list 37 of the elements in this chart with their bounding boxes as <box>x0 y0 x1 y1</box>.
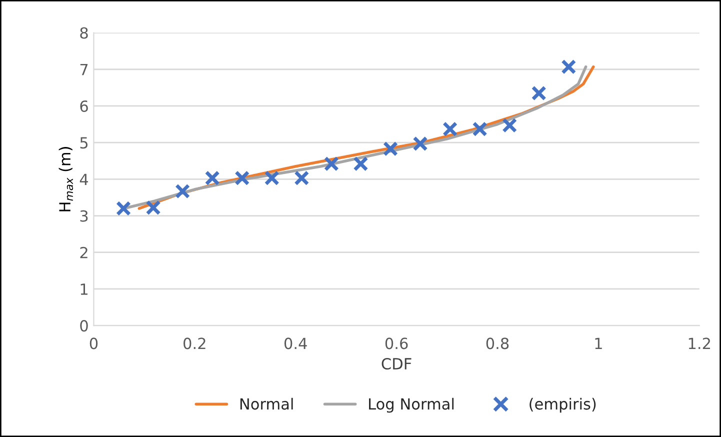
y-tick-label: 8 <box>80 27 88 39</box>
legend-label: Normal <box>240 398 293 410</box>
x-tick-label: 1 <box>595 338 602 349</box>
x-tick-label: 0 <box>90 338 98 350</box>
legend-label: Log Normal <box>369 398 454 413</box>
x-tick-label: 1.2 <box>688 338 710 349</box>
y-axis-title: H$_{max}$ (m) <box>58 147 74 212</box>
x-tick-label: 0.8 <box>486 338 509 350</box>
x-tick-label: 0.2 <box>184 338 206 350</box>
y-tick-label: 6 <box>80 100 88 112</box>
point <box>412 136 428 152</box>
y-tick-label: 7 <box>80 64 88 76</box>
point <box>442 121 458 137</box>
point <box>531 86 546 101</box>
x-axis-title: CDF <box>382 358 412 370</box>
y-tick-label: 2 <box>80 246 88 258</box>
x-tick-label: 0.6 <box>385 338 408 350</box>
y-tick-label: 5 <box>80 137 88 149</box>
point <box>234 170 250 186</box>
point <box>353 156 368 172</box>
point <box>294 170 310 186</box>
point <box>324 156 339 172</box>
point <box>204 170 220 186</box>
point <box>116 200 132 216</box>
y-tick-label: 1 <box>80 284 88 295</box>
y-tick-label: 4 <box>80 174 88 185</box>
x-tick-label: 0.4 <box>284 338 307 350</box>
point <box>382 141 398 156</box>
y-tick-label: 0 <box>80 320 88 332</box>
legend-label: (empiris) <box>530 398 596 413</box>
point <box>502 118 518 133</box>
point <box>561 59 576 74</box>
point <box>175 184 190 199</box>
point <box>264 170 280 186</box>
y-tick-label: 3 <box>80 210 88 222</box>
point <box>472 121 488 137</box>
point <box>146 200 161 216</box>
